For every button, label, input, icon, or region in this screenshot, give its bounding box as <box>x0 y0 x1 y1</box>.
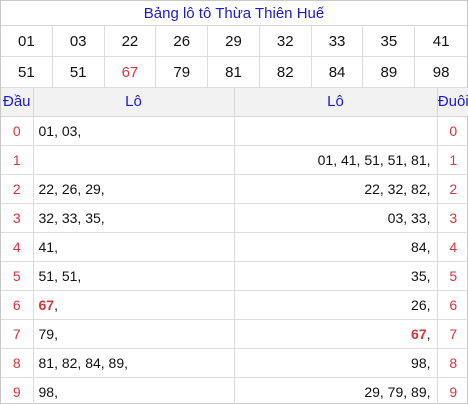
loto-row: 6 67, 26, 6 <box>1 289 468 320</box>
board-title: Bảng lô tô Thừa Thiên Huế <box>1 1 467 26</box>
row-lo-right: 29, 79, 89, <box>233 376 438 404</box>
row-lo-left <box>32 144 235 175</box>
result-numbers-grid: 01 03 22 26 29 32 33 35 41 51 51 67 79 81 82 84 89 98 <box>1 26 467 88</box>
loto-header-row: Đầu Lô Lô Đuôi <box>1 88 468 117</box>
row-lo-left: 32, 33, 35, <box>32 202 235 233</box>
result-number: 32 <box>259 26 312 57</box>
row-duoi-digit: 5 <box>436 260 468 291</box>
result-number: 82 <box>259 57 312 88</box>
loto-numbers: , <box>426 325 431 342</box>
loto-numbers: 03, 33, <box>387 209 431 226</box>
row-lo-left: 79, <box>32 318 235 349</box>
loto-row: 7 79, 67, 7 <box>1 318 468 349</box>
row-lo-right: 35, <box>233 260 438 291</box>
result-number: 33 <box>311 26 364 57</box>
row-dau-digit: 5 <box>1 260 34 291</box>
row-dau-digit: 9 <box>1 376 34 404</box>
loto-numbers: 81, 82, 84, 89, <box>38 354 129 371</box>
loto-numbers: 98, <box>38 383 58 400</box>
row-duoi-digit: 8 <box>436 347 468 378</box>
loto-row: 3 32, 33, 35, 03, 33, 3 <box>1 202 468 233</box>
loto-numbers: 51, 51, <box>38 267 82 284</box>
loto-numbers: 32, 33, 35, <box>38 209 105 226</box>
loto-numbers: 01, 03, <box>38 122 82 139</box>
highlighted-number: 67 <box>38 296 55 313</box>
result-number: 03 <box>52 26 105 57</box>
loto-row: 0 01, 03, 0 <box>1 115 468 146</box>
row-dau-digit: 0 <box>1 115 34 146</box>
row-lo-right <box>233 115 438 146</box>
row-lo-right: 67, <box>233 318 438 349</box>
loto-numbers: 35, <box>411 267 431 284</box>
loto-numbers: 79, <box>38 325 58 342</box>
result-number: 26 <box>156 26 209 57</box>
result-number: 51 <box>52 57 105 88</box>
result-number: 51 <box>1 57 53 88</box>
row-lo-right: 26, <box>233 289 438 320</box>
row-duoi-digit: 6 <box>436 289 468 320</box>
header-lo-left: Lô <box>32 88 235 117</box>
row-lo-right: 01, 41, 51, 51, 81, <box>233 144 438 175</box>
loto-numbers: 22, 26, 29, <box>38 180 105 197</box>
header-dau: Đầu <box>1 88 34 117</box>
row-dau-digit: 1 <box>1 144 34 175</box>
result-number: 22 <box>104 26 157 57</box>
result-number: 29 <box>208 26 260 57</box>
row-dau-digit: 2 <box>1 173 34 204</box>
row-lo-right: 22, 32, 82, <box>233 173 438 204</box>
result-number: 84 <box>311 57 364 88</box>
loto-numbers: 41, <box>38 238 58 255</box>
loto-row: 2 22, 26, 29, 22, 32, 82, 2 <box>1 173 468 204</box>
result-number: 67 <box>104 57 157 88</box>
row-duoi-digit: 2 <box>436 173 468 204</box>
loto-row: 9 98, 29, 79, 89, 9 <box>1 376 468 404</box>
row-lo-left: 41, <box>32 231 235 262</box>
row-dau-digit: 7 <box>1 318 34 349</box>
loto-numbers: 26, <box>411 296 431 313</box>
row-duoi-digit: 9 <box>436 376 468 404</box>
row-duoi-digit: 0 <box>436 115 468 146</box>
row-duoi-digit: 3 <box>436 202 468 233</box>
result-number: 98 <box>415 57 467 88</box>
row-duoi-digit: 1 <box>436 144 468 175</box>
row-lo-left: 22, 26, 29, <box>32 173 235 204</box>
result-number: 01 <box>1 26 53 57</box>
row-dau-digit: 6 <box>1 289 34 320</box>
result-number: 81 <box>208 57 260 88</box>
loto-row: 1 01, 41, 51, 51, 81, 1 <box>1 144 468 175</box>
loto-numbers: 84, <box>411 238 431 255</box>
loto-numbers: 98, <box>411 354 431 371</box>
row-dau-digit: 3 <box>1 202 34 233</box>
row-duoi-digit: 7 <box>436 318 468 349</box>
highlighted-number: 67 <box>411 325 427 342</box>
result-number: 35 <box>363 26 416 57</box>
row-lo-left: 51, 51, <box>32 260 235 291</box>
loto-numbers: , <box>54 296 58 313</box>
row-dau-digit: 4 <box>1 231 34 262</box>
row-dau-digit: 8 <box>1 347 34 378</box>
row-lo-right: 03, 33, <box>233 202 438 233</box>
loto-row: 4 41, 84, 4 <box>1 231 468 262</box>
loto-numbers: 29, 79, 89, <box>364 383 431 400</box>
row-lo-right: 98, <box>233 347 438 378</box>
result-number: 41 <box>415 26 467 57</box>
loto-numbers: 01, 41, 51, 51, 81, <box>317 151 431 168</box>
result-number: 79 <box>156 57 209 88</box>
row-duoi-digit: 4 <box>436 231 468 262</box>
row-lo-left: 98, <box>32 376 235 404</box>
row-lo-left: 67, <box>32 289 235 320</box>
row-lo-left: 81, 82, 84, 89, <box>32 347 235 378</box>
row-lo-right: 84, <box>233 231 438 262</box>
loto-row: 5 51, 51, 35, 5 <box>1 260 468 291</box>
row-lo-left: 01, 03, <box>32 115 235 146</box>
loto-numbers: 22, 32, 82, <box>364 180 431 197</box>
loto-row: 8 81, 82, 84, 89, 98, 8 <box>1 347 468 378</box>
header-duoi: Đuôi <box>436 88 468 117</box>
result-number: 89 <box>363 57 416 88</box>
header-lo-right: Lô <box>233 88 438 117</box>
loto-table: Đầu Lô Lô Đuôi 0 01, 03, 0 1 01, 41, 51, 51,… <box>1 88 468 404</box>
